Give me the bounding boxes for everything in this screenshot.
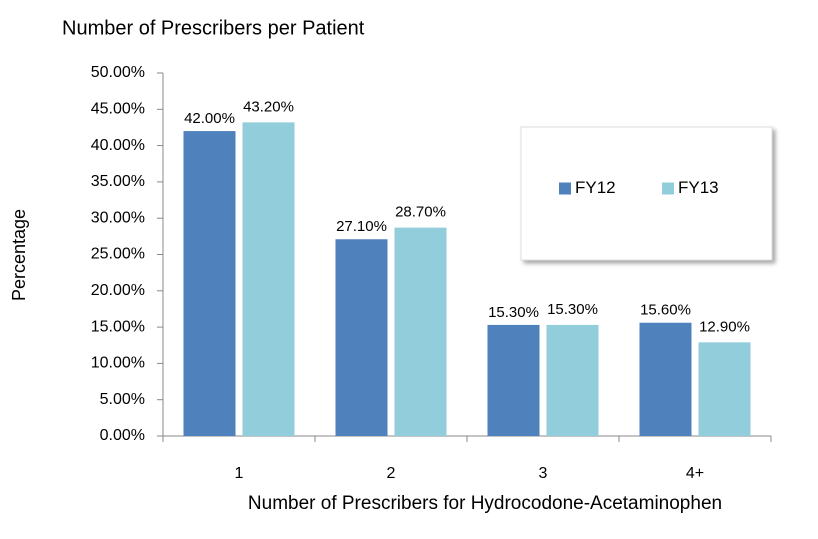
value-label: 15.30% (547, 301, 598, 318)
bar (183, 131, 236, 436)
x-tick-label: 4+ (686, 465, 704, 482)
y-tick-label: 10.00% (91, 355, 145, 372)
x-tick-label: 1 (235, 465, 244, 482)
legend-label: FY12 (575, 178, 616, 197)
y-tick-label: 5.00% (100, 391, 145, 408)
chart-title: Number of Prescribers per Patient (62, 17, 365, 39)
y-tick-label: 0.00% (100, 427, 145, 444)
y-tick-label: 45.00% (91, 101, 145, 118)
value-label: 28.70% (395, 204, 446, 221)
value-label: 12.90% (699, 318, 750, 335)
y-tick-label: 30.00% (91, 209, 145, 226)
value-label: 42.00% (184, 110, 235, 127)
y-tick-label: 40.00% (91, 137, 145, 154)
bar (242, 122, 295, 437)
y-axis-label: Percentage (9, 209, 29, 301)
y-tick-label: 20.00% (91, 282, 145, 299)
legend-box (520, 126, 773, 261)
y-tick-label: 15.00% (91, 318, 145, 335)
x-axis-label: Number of Prescribers for Hydrocodone-Ac… (248, 493, 722, 514)
bar (335, 239, 388, 436)
bar (639, 322, 692, 436)
legend-swatch (559, 182, 571, 195)
bar (394, 227, 447, 436)
y-tick-label: 35.00% (91, 173, 145, 190)
value-label: 15.60% (640, 302, 691, 319)
value-label: 43.20% (243, 98, 294, 115)
x-tick-label: 2 (387, 465, 396, 482)
value-label: 15.30% (488, 304, 539, 321)
bar (698, 342, 751, 436)
bar (546, 324, 599, 436)
legend-label: FY13 (678, 178, 719, 197)
x-tick-label: 3 (539, 465, 548, 482)
value-label: 27.10% (336, 218, 387, 235)
y-tick-label: 50.00% (91, 64, 145, 81)
legend-swatch (662, 182, 674, 195)
bar (487, 324, 540, 436)
y-tick-label: 25.00% (91, 246, 145, 263)
